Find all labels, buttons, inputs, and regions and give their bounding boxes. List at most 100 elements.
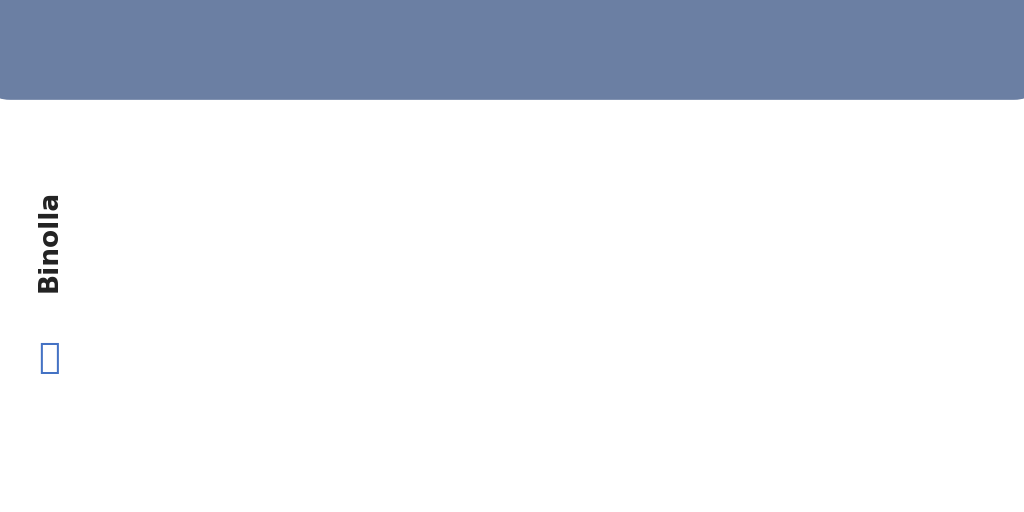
Bar bbox=[902, 282, 908, 285]
Bar bbox=[933, 285, 940, 317]
Bar bbox=[699, 209, 706, 285]
Bar bbox=[840, 285, 846, 322]
Bar bbox=[879, 285, 885, 311]
Bar bbox=[644, 177, 651, 182]
Bar bbox=[496, 302, 504, 307]
Bar bbox=[925, 297, 932, 303]
Bar bbox=[745, 254, 753, 260]
Bar bbox=[918, 285, 924, 298]
Bar bbox=[355, 196, 364, 201]
Bar bbox=[722, 231, 729, 285]
Bar bbox=[886, 285, 893, 294]
Bar bbox=[543, 352, 550, 357]
Bar bbox=[543, 285, 550, 354]
Bar bbox=[769, 281, 776, 286]
Bar bbox=[629, 176, 636, 181]
Bar bbox=[519, 282, 527, 287]
Bar bbox=[598, 178, 604, 285]
Bar bbox=[916, 295, 925, 301]
Bar bbox=[191, 289, 200, 294]
Bar bbox=[558, 241, 566, 246]
Text: © Fair Economy: © Fair Economy bbox=[122, 115, 206, 125]
Bar bbox=[216, 253, 222, 285]
Bar bbox=[255, 237, 261, 285]
Bar bbox=[402, 192, 410, 285]
Bar bbox=[145, 285, 153, 290]
Bar bbox=[371, 201, 379, 207]
Bar bbox=[286, 195, 293, 200]
Bar bbox=[831, 285, 839, 325]
Bar bbox=[450, 262, 457, 267]
Bar bbox=[574, 231, 581, 285]
Bar bbox=[683, 174, 690, 285]
Bar bbox=[473, 285, 479, 294]
Bar bbox=[395, 208, 401, 285]
Bar bbox=[450, 264, 457, 285]
Bar bbox=[668, 174, 675, 285]
Bar bbox=[839, 318, 847, 324]
Bar bbox=[161, 274, 168, 280]
Bar bbox=[698, 206, 707, 212]
Bar bbox=[247, 213, 254, 285]
Bar bbox=[535, 368, 543, 373]
Bar bbox=[504, 311, 511, 316]
Bar bbox=[184, 257, 191, 262]
Bar bbox=[894, 285, 901, 307]
Bar bbox=[668, 172, 675, 177]
Bar bbox=[793, 309, 800, 314]
Bar bbox=[948, 285, 955, 312]
Bar bbox=[488, 300, 496, 305]
Bar bbox=[956, 285, 963, 321]
Bar bbox=[325, 194, 332, 285]
Bar bbox=[465, 273, 472, 285]
Bar bbox=[176, 250, 184, 256]
Bar bbox=[356, 198, 362, 285]
Bar bbox=[332, 175, 340, 180]
Bar bbox=[411, 244, 418, 285]
Bar bbox=[854, 292, 862, 298]
Bar bbox=[511, 273, 519, 279]
Bar bbox=[458, 268, 464, 285]
Bar bbox=[325, 191, 332, 197]
Bar bbox=[154, 267, 160, 285]
Bar bbox=[855, 285, 861, 295]
Bar bbox=[161, 278, 168, 285]
Bar bbox=[816, 285, 822, 314]
Bar bbox=[707, 197, 714, 202]
Bar bbox=[659, 183, 668, 189]
Bar bbox=[675, 175, 683, 180]
Bar bbox=[364, 183, 371, 285]
Bar bbox=[823, 313, 831, 319]
Bar bbox=[622, 138, 628, 285]
Bar bbox=[823, 285, 830, 316]
Bar bbox=[761, 273, 769, 279]
Bar bbox=[527, 291, 535, 297]
Bar bbox=[801, 285, 807, 308]
Bar bbox=[551, 257, 558, 262]
Bar bbox=[231, 225, 238, 285]
Bar bbox=[754, 257, 761, 285]
Bar bbox=[465, 270, 472, 276]
Bar bbox=[208, 266, 215, 285]
Bar bbox=[380, 172, 386, 285]
Bar bbox=[808, 285, 815, 323]
Bar bbox=[269, 204, 278, 210]
Bar bbox=[208, 264, 215, 269]
Bar bbox=[605, 196, 612, 201]
Bar bbox=[301, 198, 308, 285]
Bar bbox=[480, 305, 488, 310]
Bar bbox=[636, 170, 644, 176]
Bar bbox=[536, 285, 542, 370]
Bar bbox=[800, 306, 808, 311]
Bar bbox=[955, 317, 964, 323]
Bar bbox=[573, 228, 582, 234]
Bar bbox=[441, 254, 450, 260]
Bar bbox=[730, 224, 737, 285]
Bar bbox=[582, 189, 590, 195]
Bar bbox=[372, 204, 379, 285]
Bar bbox=[293, 175, 301, 180]
Bar bbox=[940, 311, 948, 316]
Bar bbox=[512, 276, 519, 285]
Bar bbox=[621, 135, 629, 141]
Bar bbox=[364, 180, 371, 186]
